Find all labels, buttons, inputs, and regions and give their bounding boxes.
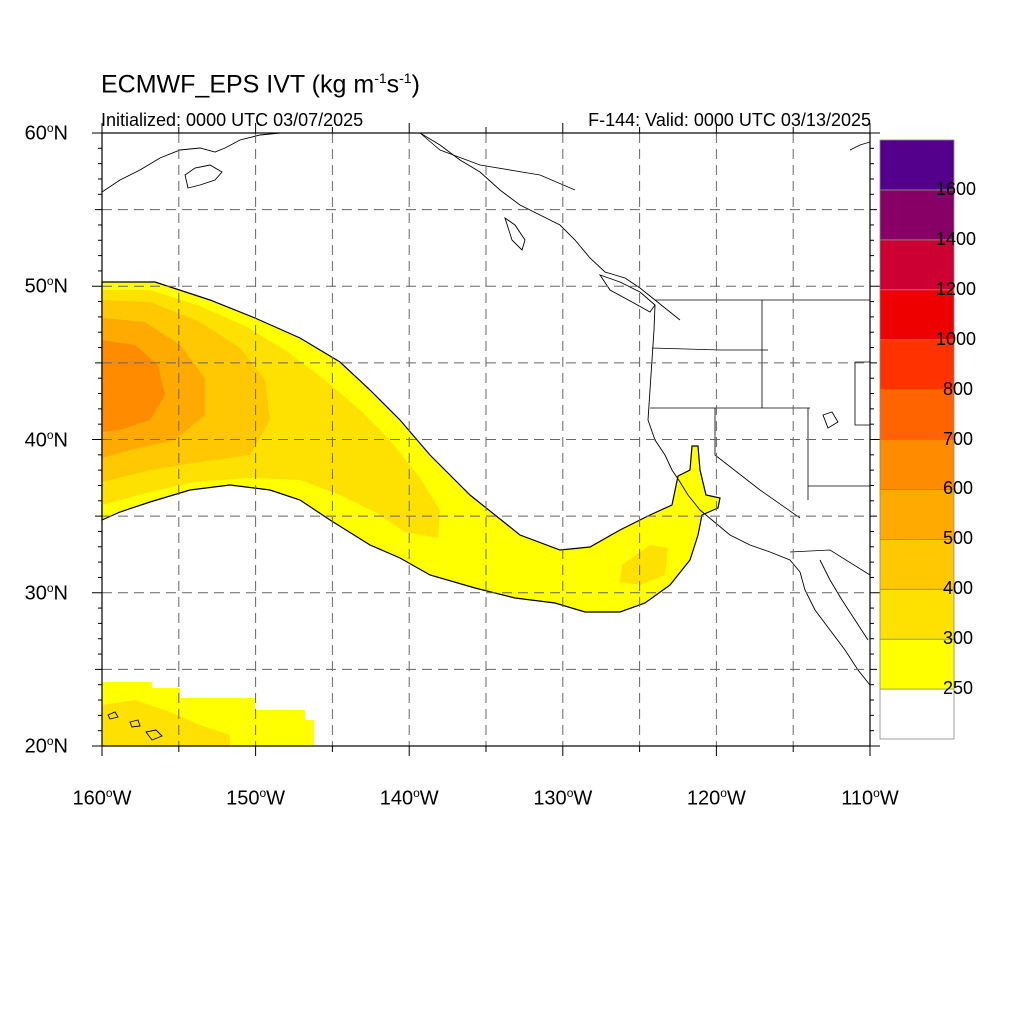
hawaii-maui [129, 719, 141, 728]
colorbar-level-label: 1600 [936, 178, 977, 199]
coastlines [101, 132, 871, 741]
bc-coast [419, 132, 681, 321]
wy-border [854, 361, 870, 426]
lon-label: 140oW [379, 786, 439, 810]
colorbar-level-label: 300 [943, 628, 974, 649]
colorbar-level-label: 700 [943, 428, 974, 449]
lat-label: 60oN [24, 121, 68, 145]
colorbar-level-label: 600 [943, 478, 974, 499]
mx-border [789, 549, 871, 576]
colorbar-level-label: 250 [943, 678, 974, 699]
hawaii-oahu [107, 711, 119, 720]
lat-label: 20oN [24, 734, 68, 758]
colorbar-box [879, 139, 955, 191]
gulf-of-california [819, 559, 869, 641]
baja-coast [799, 571, 871, 686]
valid-time: F-144: Valid: 0000 UTC 03/13/2025 [588, 110, 871, 130]
chart-title: ECMWF_EPS IVT (kg m-1s-1) [101, 70, 420, 99]
lat-label: 50oN [24, 274, 68, 298]
graticule [102, 133, 870, 746]
colorbar-box [879, 239, 955, 291]
us-west-coast [647, 304, 801, 573]
political-borders [419, 132, 871, 576]
nv-ca-border [714, 408, 801, 519]
great-salt-lake [822, 411, 839, 429]
lon-label: 120oW [686, 786, 746, 810]
colorbar-box [879, 339, 955, 390]
colorbar-level-label: 1200 [936, 278, 977, 299]
hawaii-big-island [145, 729, 163, 741]
colorbar-level-label: 400 [943, 578, 974, 599]
colorbar-box [879, 588, 955, 640]
ivt-shading [101, 281, 721, 746]
colorbar-box [879, 439, 955, 490]
colorbar [879, 139, 955, 740]
canada-coast-ne [849, 141, 871, 151]
alaska-coast [101, 132, 310, 193]
initialized-time: Initialized: 0000 UTC 03/07/2025 [101, 110, 364, 130]
colorbar-level-label: 1400 [936, 228, 977, 249]
haida-gwaii [504, 216, 526, 251]
ivt-patch-300 [620, 545, 668, 585]
lat-label: 30oN [24, 580, 68, 605]
ivt-hawaii-300 [102, 700, 230, 746]
lon-label: 110oW [841, 786, 899, 810]
lon-label: 160oW [72, 786, 132, 810]
lon-label: 150oW [226, 786, 286, 810]
lon-label: 130oW [533, 786, 593, 810]
colorbar-level-label: 800 [943, 378, 974, 399]
colorbar-box [879, 489, 955, 540]
alaska-peninsula [184, 164, 223, 189]
colorbar-level-label: 1000 [936, 328, 977, 349]
lat-label: 40oN [24, 427, 68, 452]
colorbar-box [879, 538, 955, 590]
or-wa-border [651, 347, 768, 351]
axis-ticks [92, 123, 880, 756]
alaska-canada-border [419, 132, 576, 191]
colorbar-box [879, 688, 955, 740]
colorbar-level-label: 500 [943, 528, 974, 549]
colorbar-box [879, 289, 955, 341]
ivt-plume-600 [102, 340, 165, 432]
vancouver-island [598, 274, 656, 313]
